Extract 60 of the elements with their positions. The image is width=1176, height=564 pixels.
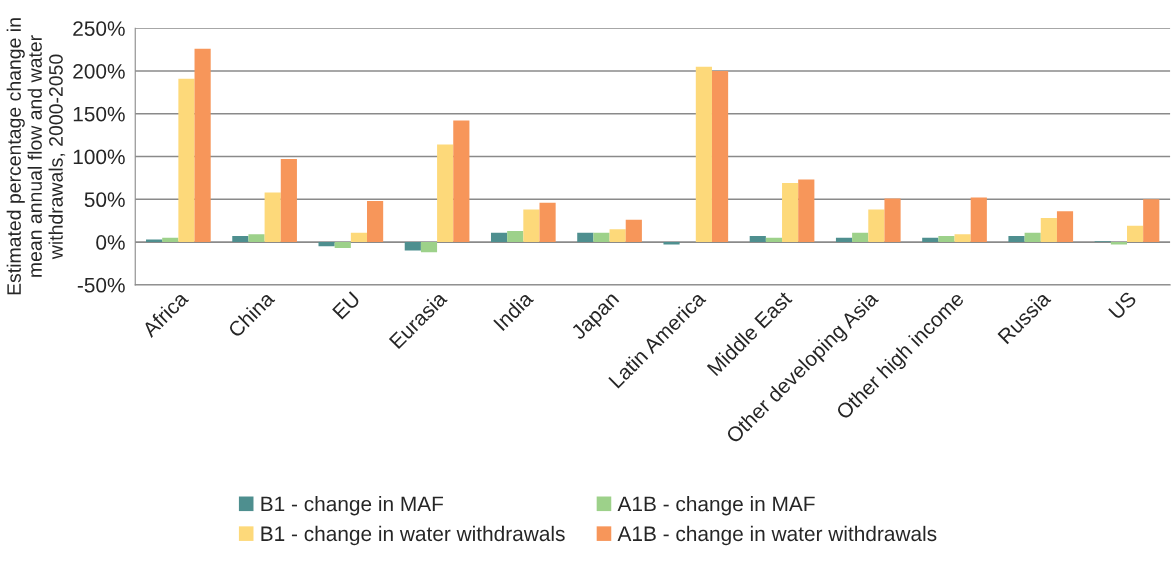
y-axis-title: Estimated percentage change in mean annual flow and water withdrawals, 2000-2050 <box>6 18 66 295</box>
bar <box>453 120 470 243</box>
bar <box>625 219 642 243</box>
x-tick-label: US <box>1108 290 1138 320</box>
legend-label: A1B - change in MAF <box>617 495 815 516</box>
y-tick-label: 50% <box>84 192 125 208</box>
bar <box>178 78 195 243</box>
bar <box>922 237 939 243</box>
bar <box>1040 218 1057 243</box>
bar <box>852 232 869 243</box>
legend-label: B1 - change in MAF <box>261 495 444 516</box>
bar <box>609 229 626 243</box>
bar <box>146 239 163 243</box>
bar <box>1127 225 1144 243</box>
x-tick-label: EU <box>332 291 361 320</box>
bar <box>404 242 421 251</box>
bar <box>334 242 351 249</box>
bar <box>749 236 766 243</box>
bar <box>507 230 524 243</box>
bar <box>162 237 179 243</box>
bar <box>954 234 971 243</box>
legend-label: B1 - change in water withdrawals <box>261 525 565 546</box>
y-tick-label: 150% <box>73 106 125 122</box>
bar <box>1024 232 1041 243</box>
bar <box>1008 236 1025 243</box>
bar <box>711 70 729 243</box>
bar <box>523 209 540 243</box>
bar <box>248 234 265 243</box>
bar <box>868 209 885 243</box>
legend-label: A1B - change in water withdrawals <box>617 525 937 546</box>
bar <box>782 183 799 243</box>
bar <box>1143 199 1160 243</box>
bar <box>765 237 783 243</box>
bar <box>232 236 249 243</box>
bar <box>884 198 901 243</box>
bar <box>539 202 556 243</box>
bar <box>593 232 610 243</box>
bar <box>938 236 955 243</box>
y-tick-label: 250% <box>73 21 125 36</box>
bar <box>420 242 438 253</box>
bar <box>695 66 712 243</box>
bar <box>970 197 987 243</box>
bar <box>318 242 335 247</box>
bar <box>437 144 454 243</box>
bar <box>194 48 211 243</box>
bar <box>1056 211 1074 243</box>
bar <box>663 242 680 245</box>
bar <box>835 237 853 243</box>
y-tick-label: 200% <box>73 63 125 79</box>
y-tick-label: 100% <box>73 149 125 165</box>
bar <box>350 232 368 243</box>
bar <box>577 232 594 243</box>
bar <box>798 179 815 243</box>
bar <box>1110 242 1127 245</box>
y-tick-label: 0% <box>96 235 125 250</box>
bar <box>264 192 281 243</box>
y-tick-label: -50% <box>77 277 125 293</box>
bar <box>367 200 384 243</box>
bar <box>280 159 297 243</box>
bar <box>490 232 508 243</box>
